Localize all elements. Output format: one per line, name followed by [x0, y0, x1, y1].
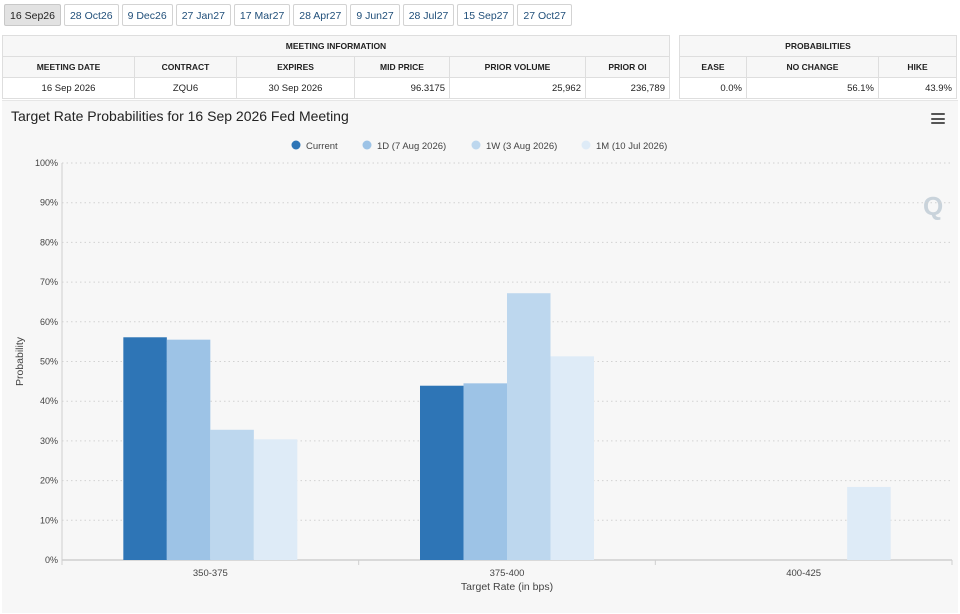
table-row: 16 Sep 2026 ZQU6 30 Sep 2026 96.3175 25,…: [2, 77, 670, 99]
legend-label: Current: [306, 141, 338, 152]
x-axis-label: Target Rate (in bps): [461, 581, 553, 593]
legend-marker: [291, 140, 301, 150]
col-expires: EXPIRES: [236, 56, 355, 78]
col-hike: HIKE: [878, 56, 957, 78]
prior-oi-value: 236,789: [585, 77, 670, 99]
bar-current: [420, 385, 464, 560]
y-axis-label: Probability: [14, 336, 26, 386]
bar-current: [123, 337, 167, 560]
probabilities-table: PROBABILITIES EASE NO CHANGE HIKE 0.0% 5…: [679, 35, 957, 99]
bar-1w: [507, 293, 551, 560]
table-row: 0.0% 56.1% 43.9%: [679, 77, 957, 99]
tab-27-oct27[interactable]: 27 Oct27: [517, 4, 572, 26]
y-tick-label: 50%: [40, 357, 58, 367]
col-prior-volume: PRIOR VOLUME: [449, 56, 586, 78]
mid-price-value: 96.3175: [354, 77, 450, 99]
y-tick-label: 60%: [40, 317, 58, 327]
bar-1w: [210, 429, 254, 560]
col-no-change: NO CHANGE: [746, 56, 879, 78]
tab-28-oct26[interactable]: 28 Oct26: [63, 4, 119, 26]
x-tick-label: 350-375: [193, 568, 228, 579]
x-tick-label: 400-425: [786, 568, 821, 579]
bar-1d: [166, 339, 211, 560]
col-meeting-date: MEETING DATE: [2, 56, 135, 78]
hamburger-menu-icon[interactable]: [931, 113, 945, 124]
tab-28-apr27[interactable]: 28 Apr27: [293, 4, 348, 26]
ease-value: 0.0%: [679, 77, 747, 99]
y-tick-label: 0%: [45, 555, 58, 565]
col-contract: CONTRACT: [134, 56, 237, 78]
y-tick-label: 70%: [40, 277, 58, 287]
legend-marker: [471, 140, 481, 150]
meeting-information-table: MEETING INFORMATION MEETING DATE CONTRAC…: [2, 35, 670, 99]
legend-label: 1M (10 Jul 2026): [596, 141, 667, 152]
tab-28-jul27[interactable]: 28 Jul27: [402, 4, 455, 26]
y-tick-label: 10%: [40, 515, 58, 525]
no-change-value: 56.1%: [746, 77, 879, 99]
bar-chart: Q 0% 10% 20% 30% 40% 50% 60% 70% 80% 90% 100% Probab…: [14, 140, 953, 593]
chart-panel: Target Rate Probabilities for 16 Sep 202…: [2, 100, 958, 613]
tab-9-dec26[interactable]: 9 Dec26: [121, 4, 173, 26]
x-tick-label: 375-400: [490, 568, 525, 579]
meeting-date-value: 16 Sep 2026: [2, 77, 135, 99]
tab-16-sep26[interactable]: 16 Sep26: [4, 4, 61, 26]
tab-9-jun27[interactable]: 9 Jun27: [350, 4, 400, 26]
meeting-tabs: 16 Sep26 28 Oct26 9 Dec26 27 Jan27 17 Mar27 2…: [4, 4, 572, 26]
tab-17-mar27[interactable]: 17 Mar27: [233, 4, 291, 26]
chart-title: Target Rate Probabilities for 16 Sep 202…: [11, 108, 349, 124]
bar-1d: [463, 383, 507, 560]
y-tick-label: 30%: [40, 436, 58, 446]
bar-1m: [550, 356, 594, 560]
probabilities-header: PROBABILITIES: [679, 35, 957, 57]
y-tick-label: 80%: [40, 237, 58, 247]
col-prior-oi: PRIOR OI: [585, 56, 670, 78]
contract-value: ZQU6: [134, 77, 237, 99]
expires-value: 30 Sep 2026: [236, 77, 355, 99]
bar-1m: [847, 486, 891, 560]
legend-label: 1W (3 Aug 2026): [486, 141, 557, 152]
col-mid-price: MID PRICE: [354, 56, 450, 78]
hike-value: 43.9%: [878, 77, 957, 99]
y-tick-label: 90%: [40, 198, 58, 208]
tab-27-jan27[interactable]: 27 Jan27: [175, 4, 231, 26]
y-tick-label: 100%: [35, 158, 58, 168]
meeting-information-header: MEETING INFORMATION: [2, 35, 670, 57]
legend-label: 1D (7 Aug 2026): [377, 141, 446, 152]
prior-volume-value: 25,962: [449, 77, 586, 99]
watermark-logo-icon: Q: [923, 191, 943, 221]
tab-15-sep27[interactable]: 15 Sep27: [457, 4, 515, 26]
bar-1m: [253, 439, 298, 560]
y-tick-label: 20%: [40, 476, 58, 486]
col-ease: EASE: [679, 56, 747, 78]
legend-marker: [362, 140, 372, 150]
legend-marker: [581, 140, 591, 150]
y-tick-label: 40%: [40, 396, 58, 406]
